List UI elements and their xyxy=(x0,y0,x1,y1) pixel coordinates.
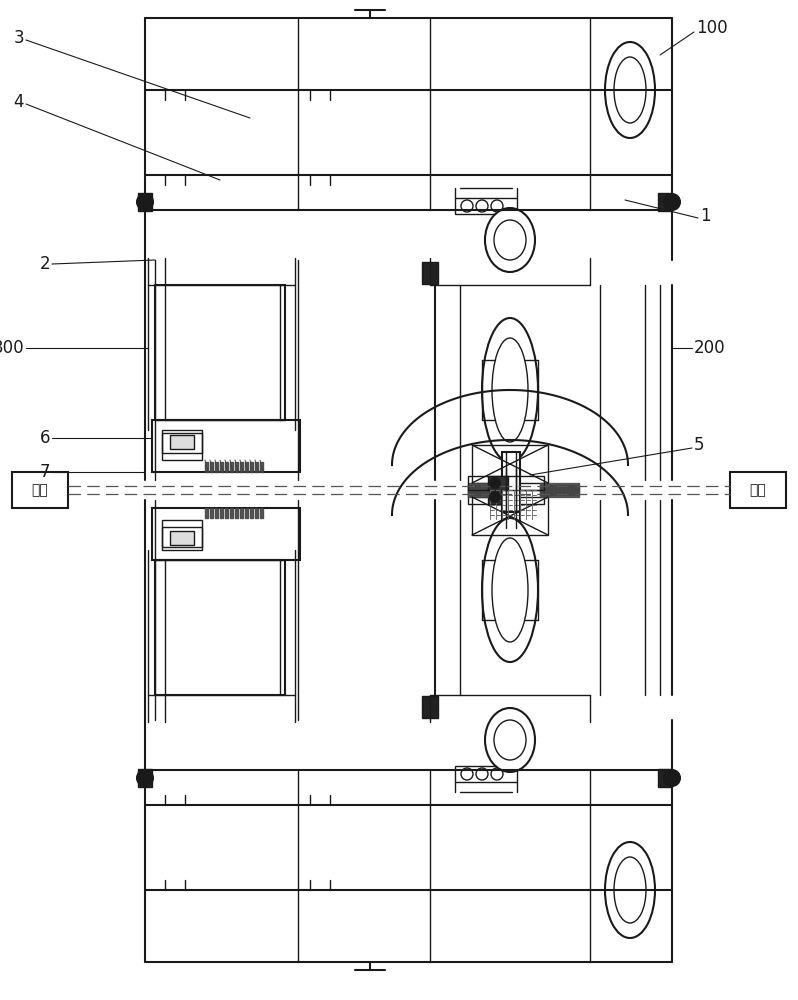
Ellipse shape xyxy=(494,220,526,260)
Ellipse shape xyxy=(494,720,526,760)
Bar xyxy=(152,508,300,560)
Bar xyxy=(138,769,152,787)
Ellipse shape xyxy=(476,768,488,780)
Bar xyxy=(422,696,438,718)
Bar xyxy=(468,476,544,490)
Ellipse shape xyxy=(605,42,655,138)
Circle shape xyxy=(664,194,680,210)
Text: 4: 4 xyxy=(14,93,24,111)
Circle shape xyxy=(664,770,680,786)
Bar xyxy=(488,490,508,504)
Text: 6: 6 xyxy=(39,429,50,447)
Ellipse shape xyxy=(605,842,655,938)
Text: 室内: 室内 xyxy=(32,483,49,497)
Bar xyxy=(468,490,544,504)
Bar xyxy=(162,520,202,550)
Bar xyxy=(730,472,786,508)
Text: 200: 200 xyxy=(694,339,725,357)
Bar xyxy=(658,769,672,787)
Text: 2: 2 xyxy=(39,255,50,273)
Ellipse shape xyxy=(485,208,535,272)
Bar xyxy=(170,435,194,449)
Bar xyxy=(488,476,508,490)
Text: 室外: 室外 xyxy=(749,483,766,497)
Bar xyxy=(155,560,285,695)
Text: 7: 7 xyxy=(39,463,50,481)
Bar xyxy=(170,531,194,545)
Text: 100: 100 xyxy=(696,19,728,37)
Ellipse shape xyxy=(476,200,488,212)
Bar xyxy=(472,445,548,483)
Ellipse shape xyxy=(491,768,503,780)
Text: 5: 5 xyxy=(694,436,705,454)
Ellipse shape xyxy=(492,338,528,442)
Ellipse shape xyxy=(485,708,535,772)
Bar xyxy=(152,420,300,472)
Bar xyxy=(455,766,517,782)
Circle shape xyxy=(490,478,500,488)
Text: 1: 1 xyxy=(700,207,711,225)
Circle shape xyxy=(490,492,500,502)
Ellipse shape xyxy=(492,538,528,642)
Ellipse shape xyxy=(461,768,473,780)
Bar xyxy=(422,262,438,284)
Ellipse shape xyxy=(482,518,538,662)
Bar xyxy=(138,193,152,211)
Bar xyxy=(162,527,202,547)
Bar xyxy=(455,198,517,214)
Circle shape xyxy=(137,770,153,786)
Bar xyxy=(502,452,520,512)
Bar xyxy=(502,468,520,528)
Ellipse shape xyxy=(614,57,646,123)
Bar xyxy=(12,472,68,508)
Ellipse shape xyxy=(482,318,538,462)
Circle shape xyxy=(137,194,153,210)
Bar xyxy=(162,430,202,460)
Ellipse shape xyxy=(614,857,646,923)
Bar xyxy=(162,433,202,453)
Ellipse shape xyxy=(461,200,473,212)
Text: 3: 3 xyxy=(14,29,24,47)
Bar xyxy=(155,285,285,420)
Ellipse shape xyxy=(491,200,503,212)
Text: 300: 300 xyxy=(0,339,24,357)
Bar xyxy=(658,193,672,211)
Bar xyxy=(472,497,548,535)
